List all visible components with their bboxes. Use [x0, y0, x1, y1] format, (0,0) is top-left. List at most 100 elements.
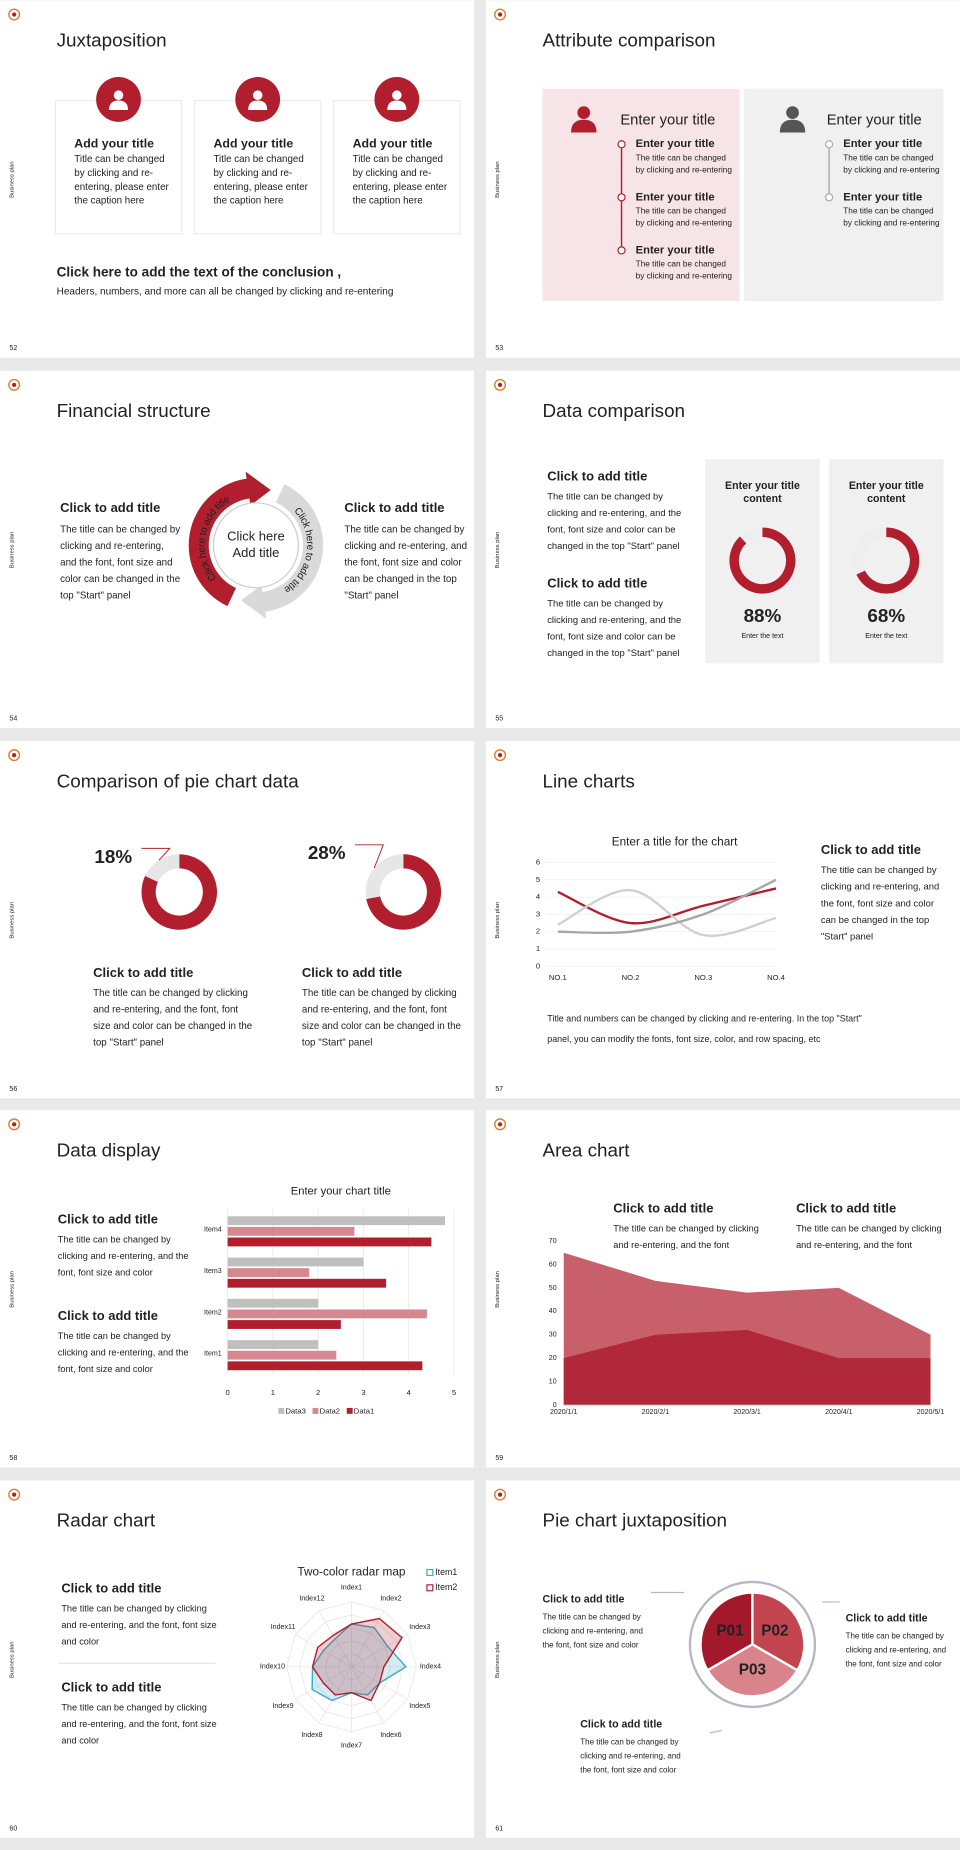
y-tick-label: 0: [553, 1402, 557, 1409]
timeline-dot: [617, 140, 626, 149]
logo-core: [12, 1122, 17, 1127]
block-title: Click to add title: [547, 468, 647, 483]
page-number: 59: [495, 1455, 503, 1462]
block-text: clicking and re-entering,: [60, 541, 164, 552]
icon-head: [786, 106, 799, 120]
block-text: and re-entering, and the font: [613, 1240, 729, 1250]
donut-slice: [145, 854, 180, 882]
slide-background: [0, 1480, 475, 1838]
legend-label: Item2: [435, 1582, 457, 1592]
slide-title: Comparison of pie chart data: [57, 770, 300, 791]
slide: Business plan 53 Attribute comparison Enter…: [485, 0, 960, 358]
pie-label: P01: [716, 1622, 744, 1639]
y-tick-label: 5: [536, 875, 540, 884]
item-title: Enter your title: [636, 191, 715, 203]
page-number: 57: [495, 1086, 503, 1093]
block-text: the font, font size and color: [543, 1641, 639, 1650]
block-text: and color: [61, 1636, 99, 1646]
block-title: Click to add title: [796, 1201, 896, 1216]
card-title: Add your title: [74, 137, 154, 151]
donut-value: [856, 527, 920, 594]
block-text: and the font, font size and: [60, 558, 172, 569]
caption: Enter the text: [741, 633, 783, 640]
slide: Business plan 54 Financial structure Click …: [0, 370, 475, 729]
block-text: The title can be changed by: [344, 524, 464, 535]
y-tick-label: 2: [536, 927, 540, 936]
block-title: Click to add title: [547, 576, 647, 591]
donut-rest: [366, 854, 442, 930]
x-tick-label: 2020/1/1: [550, 1409, 578, 1416]
bar: [227, 1237, 432, 1247]
side-label: Business plan: [9, 902, 15, 939]
block-text: the font, font size and color: [821, 897, 934, 908]
block-text: The title can be changed by: [547, 490, 663, 501]
block-text: size and color can be changed in the: [93, 1021, 252, 1032]
radar-series: [311, 1617, 403, 1702]
block-title: Click to add title: [344, 500, 444, 515]
card: [54, 100, 183, 235]
card-text: entering, please enter: [74, 182, 169, 193]
icon-head: [113, 90, 124, 100]
card-text: Title can be changed: [74, 154, 164, 165]
item-title: Enter your title: [843, 138, 922, 150]
block-text: and re-entering, and the font, font: [93, 1004, 238, 1015]
page-number: 60: [9, 1825, 17, 1832]
block-text: clicking and re-entering, and the: [58, 1348, 189, 1358]
logo-core: [497, 382, 503, 387]
icon-body: [108, 100, 129, 111]
panel: [829, 459, 944, 664]
block-text: color can be changed in the: [60, 574, 180, 585]
value-label: 18%: [94, 846, 132, 867]
side-label: Business plan: [9, 532, 15, 569]
block-text: the font, font size and color: [580, 1766, 676, 1775]
legend-label: Data3: [285, 1407, 305, 1416]
block-title: Click to add title: [58, 1211, 158, 1226]
donut-slice: [365, 854, 404, 900]
block-text: clicking and re-entering, and the: [547, 614, 681, 625]
side-label: Business plan: [495, 1271, 501, 1308]
item-text: The title can be changed: [843, 154, 934, 163]
side-label: Business plan: [495, 1641, 501, 1678]
axis-label: Index8: [301, 1732, 322, 1739]
x-tick-label: NO.4: [767, 973, 786, 982]
logo-core: [12, 12, 17, 17]
panel: [744, 88, 944, 302]
panel: [705, 459, 820, 664]
block-text: and color: [61, 1736, 99, 1746]
block-text: changed in the top "Start" panel: [547, 540, 679, 551]
slide: Business plan 52 Juxtaposition Add your tit…: [0, 0, 475, 358]
logo-core: [12, 753, 17, 758]
block-title: Click to add title: [821, 842, 921, 857]
card-text: Title can be changed: [353, 154, 443, 165]
spoke: [351, 1634, 408, 1668]
axis-label: Index11: [271, 1624, 296, 1631]
x-tick-label: 2020/2/1: [642, 1409, 670, 1416]
legend-swatch: [312, 1407, 319, 1414]
block-text: The title can be changed by: [58, 1331, 171, 1341]
bar: [227, 1298, 319, 1308]
bar: [227, 1257, 364, 1267]
item-text: by clicking and re-entering: [636, 272, 733, 281]
x-tick-label: 2: [316, 1388, 320, 1397]
x-tick-label: NO.1: [549, 973, 567, 982]
logo-core: [497, 12, 503, 17]
block-text: The title can be changed by: [58, 1234, 171, 1244]
panel-title: content: [867, 493, 906, 505]
slide-title: Attribute comparison: [543, 30, 716, 51]
page-number: 52: [9, 345, 17, 352]
x-tick-label: 0: [225, 1388, 229, 1397]
block-text: the font, font size and color: [344, 558, 462, 569]
value-label: 68%: [867, 605, 905, 626]
x-tick-label: 1: [271, 1388, 275, 1397]
x-tick-label: 5: [452, 1388, 456, 1397]
y-tick-label: 20: [549, 1355, 557, 1362]
legend-swatch: [426, 1584, 434, 1592]
icon-head: [252, 90, 263, 100]
block-title: Click to add title: [58, 1308, 158, 1323]
page-number: 54: [9, 715, 17, 722]
y-tick-label: 10: [549, 1378, 557, 1385]
bar: [227, 1268, 310, 1278]
side-label: Business plan: [9, 1271, 15, 1308]
slide: Business plan 59 Area chart Click to add ti…: [485, 1110, 960, 1468]
slide: Business plan 61 Pie chart juxtaposition P0…: [485, 1480, 960, 1838]
